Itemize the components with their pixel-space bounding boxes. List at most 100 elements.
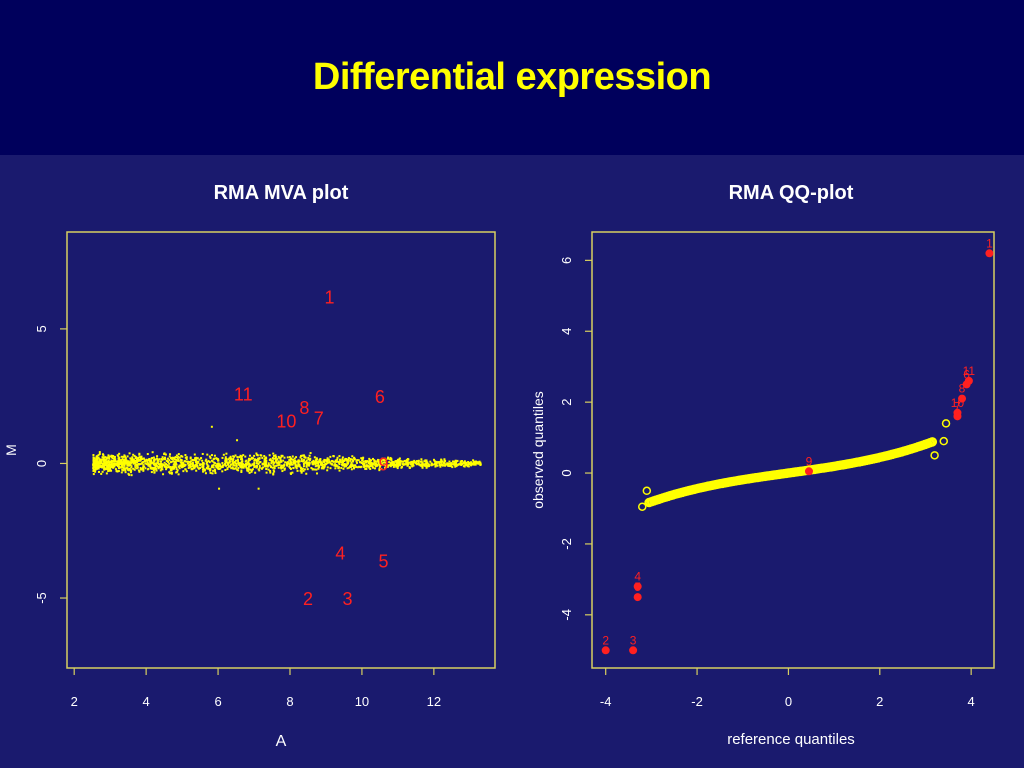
mva-point bbox=[171, 465, 174, 468]
mva-point bbox=[278, 461, 281, 464]
qq-xlabel: reference quantiles bbox=[727, 731, 855, 748]
mva-point bbox=[342, 459, 345, 462]
slide-header: Differential expression bbox=[0, 0, 1024, 155]
mva-point bbox=[110, 462, 113, 465]
qq-open-point bbox=[638, 502, 647, 511]
mva-point bbox=[240, 463, 243, 466]
mva-point bbox=[273, 470, 276, 473]
mva-point bbox=[337, 460, 340, 463]
mva-point bbox=[352, 464, 355, 467]
mva-point bbox=[310, 466, 313, 469]
mva-point bbox=[233, 467, 236, 470]
mva-point bbox=[134, 459, 137, 462]
mva-point bbox=[107, 467, 110, 470]
mva-point bbox=[383, 457, 386, 460]
mva-point bbox=[207, 467, 210, 470]
mva-point bbox=[430, 462, 433, 465]
mva-point bbox=[472, 463, 475, 466]
mva-point bbox=[368, 466, 371, 469]
mva-point bbox=[136, 464, 139, 467]
mva-point bbox=[402, 460, 405, 463]
mva-point bbox=[343, 459, 346, 462]
mva-point bbox=[191, 462, 194, 465]
mva-point bbox=[361, 459, 364, 462]
mva-point bbox=[92, 469, 95, 472]
mva-point bbox=[386, 465, 389, 468]
mva-point bbox=[97, 462, 100, 465]
mva-point bbox=[173, 456, 176, 459]
mva-point bbox=[371, 465, 374, 468]
mva-point bbox=[200, 457, 203, 460]
mva-point bbox=[307, 458, 310, 461]
mva-point bbox=[250, 456, 253, 459]
mva-point bbox=[225, 461, 228, 464]
mva-point bbox=[194, 465, 197, 468]
mva-point bbox=[114, 460, 117, 463]
mva-point bbox=[353, 456, 356, 459]
mva-point bbox=[345, 458, 348, 461]
qq-highlight-point-4 bbox=[633, 582, 642, 591]
mva-point bbox=[349, 458, 352, 461]
mva-point bbox=[272, 461, 275, 464]
mva-point bbox=[243, 463, 246, 466]
mva-point bbox=[410, 463, 413, 466]
mva-point bbox=[479, 463, 482, 466]
mva-point bbox=[270, 459, 273, 462]
mva-point bbox=[210, 466, 213, 469]
mva-point bbox=[326, 466, 329, 469]
mva-point bbox=[418, 463, 421, 466]
mva-point bbox=[176, 469, 179, 472]
mva-point bbox=[174, 465, 177, 468]
mva-point bbox=[308, 458, 311, 461]
mva-point bbox=[176, 459, 179, 462]
mva-point bbox=[331, 459, 334, 462]
mva-point bbox=[255, 462, 258, 465]
mva-point bbox=[274, 456, 277, 459]
mva-point bbox=[184, 454, 187, 457]
mva-point bbox=[456, 463, 459, 466]
mva-point bbox=[206, 453, 209, 456]
mva-point bbox=[140, 458, 143, 461]
mva-point bbox=[156, 455, 159, 458]
mva-point bbox=[211, 464, 214, 467]
mva-point bbox=[181, 462, 184, 465]
mva-point bbox=[240, 466, 243, 469]
mva-point bbox=[132, 462, 135, 465]
mva-point-label-2: 2 bbox=[303, 589, 313, 609]
mva-point bbox=[175, 462, 178, 465]
mva-point bbox=[304, 456, 307, 459]
qq-ylabel: observed quantiles bbox=[530, 391, 546, 509]
mva-point bbox=[286, 461, 289, 464]
mva-point-label-10: 10 bbox=[276, 411, 296, 431]
mva-point bbox=[190, 465, 193, 468]
mva-point bbox=[463, 465, 466, 468]
mva-point-label-11: 11 bbox=[234, 384, 253, 404]
mva-point bbox=[148, 463, 151, 466]
mva-point bbox=[273, 457, 276, 460]
mva-point bbox=[176, 456, 179, 459]
mva-point bbox=[213, 454, 216, 457]
mva-point bbox=[166, 464, 169, 467]
mva-point bbox=[118, 456, 121, 459]
mva-point bbox=[425, 463, 428, 466]
mva-point bbox=[185, 460, 188, 463]
mva-point bbox=[320, 462, 323, 465]
mva-point bbox=[220, 466, 223, 469]
mva-point bbox=[201, 461, 204, 464]
qq-ytick-label: 0 bbox=[559, 469, 574, 476]
mva-point bbox=[467, 462, 470, 465]
mva-point bbox=[351, 455, 354, 458]
mva-point bbox=[113, 457, 116, 460]
mva-point bbox=[381, 457, 384, 460]
mva-point bbox=[286, 464, 289, 467]
mva-point bbox=[373, 459, 376, 462]
mva-point bbox=[214, 470, 217, 473]
mva-point bbox=[94, 468, 97, 471]
mva-point bbox=[166, 457, 169, 460]
mva-point bbox=[272, 454, 275, 457]
mva-point bbox=[159, 465, 162, 468]
mva-point bbox=[374, 464, 377, 467]
mva-point bbox=[434, 461, 437, 464]
mva-point bbox=[248, 463, 251, 466]
mva-point bbox=[117, 465, 120, 468]
